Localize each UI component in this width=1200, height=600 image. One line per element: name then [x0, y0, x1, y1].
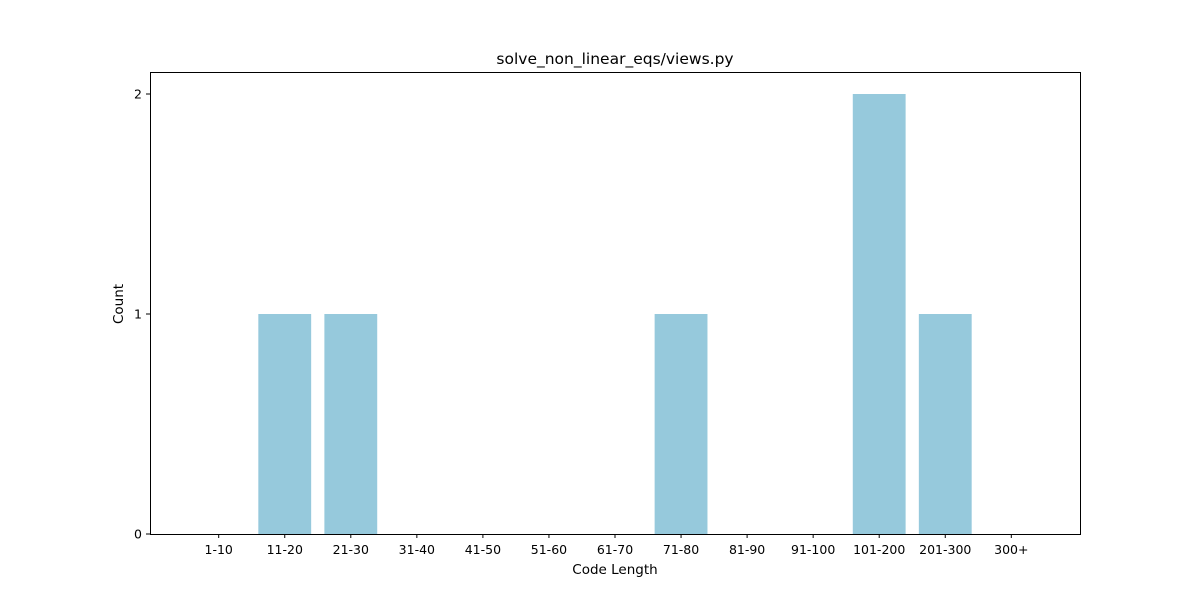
bar-21-30 [324, 314, 378, 534]
y-tick-label: 2 [134, 87, 142, 102]
y-axis: 0 1 2 [134, 87, 150, 542]
x-tick-label: 1-10 [205, 542, 233, 557]
bar-11-20 [258, 314, 312, 534]
x-tick-label: 300+ [994, 542, 1028, 557]
bar-201-300 [918, 314, 972, 534]
x-tick-label: 71-80 [663, 542, 699, 557]
y-tick-label: 0 [134, 527, 142, 542]
x-tick-label: 31-40 [399, 542, 435, 557]
x-tick-label: 101-200 [853, 542, 905, 557]
y-tick-label: 1 [134, 307, 142, 322]
x-tick-label: 201-300 [919, 542, 971, 557]
x-axis: 1-10 11-20 21-30 31-40 41-50 51-60 61-70 71-80 8… [205, 534, 1028, 557]
plot-area-frame [150, 72, 1081, 535]
x-tick-label: 11-20 [267, 542, 303, 557]
x-axis-label: Code Length [572, 562, 657, 578]
x-tick-label: 41-50 [465, 542, 501, 557]
x-tick-label: 61-70 [597, 542, 633, 557]
x-tick-label: 51-60 [531, 542, 567, 557]
x-tick-label: 81-90 [729, 542, 765, 557]
bars-group [258, 94, 972, 534]
y-axis-label: Count [111, 284, 127, 324]
x-tick-label: 91-100 [791, 542, 835, 557]
bar-71-80 [654, 314, 708, 534]
chart-title: solve_non_linear_eqs/views.py [496, 50, 733, 69]
x-tick-label: 21-30 [333, 542, 369, 557]
bar-101-200 [852, 94, 906, 534]
